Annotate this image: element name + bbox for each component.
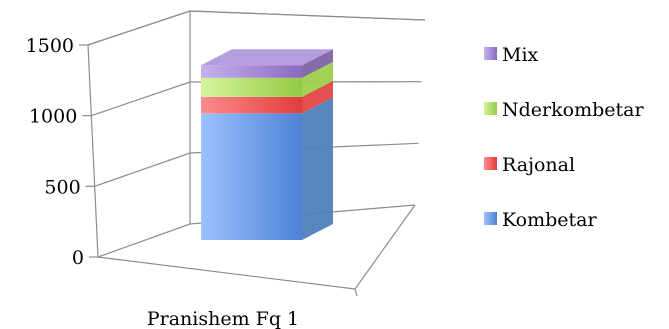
legend: Mix Nderkombetar Rajonal Kombetar [484,44,644,231]
bar-segment-rajonal [201,80,333,114]
y-axis-ticks: 0 500 1000 1500 [26,35,98,269]
legend-item-kombetar: Kombetar [484,209,598,231]
gridline [94,142,419,187]
y-tick-label: 0 [72,247,84,269]
bar-front-kombetar [201,113,302,240]
bar-top-cap [201,49,333,66]
legend-item-rajonal: Rajonal [484,154,575,176]
bar-side-nderkombetar [302,61,333,97]
legend-label: Rajonal [502,154,575,176]
x-category-label: Pranishem Fq 1 [147,308,299,329]
y-tick-label: 500 [44,176,80,198]
bar-segment-kombetar [201,97,333,240]
bar-segment-mix [201,49,333,78]
legend-swatch [484,102,497,115]
legend-item-mix: Mix [484,44,539,66]
legend-swatch [484,157,497,170]
gridlines [87,10,426,187]
gridline [87,10,426,46]
y-tick-label: 1000 [29,106,77,128]
bar-side-mix [302,49,333,78]
bar-segment-nderkombetar [201,61,333,97]
y-tick-label: 1500 [26,35,74,57]
stacked-bar [201,49,333,240]
legend-label: Kombetar [502,209,598,231]
legend-label: Mix [502,44,539,66]
bar-front-nderkombetar [201,77,302,97]
legend-swatch [484,212,497,225]
bar-side-rajonal [302,80,333,114]
gridline [91,81,422,117]
bar-front-mix [201,65,302,78]
legend-item-nderkombetar: Nderkombetar [484,99,644,121]
legend-label: Nderkombetar [502,99,644,121]
bar-front-rajonal [201,96,302,114]
bar-side-kombetar [302,97,333,240]
legend-swatch [484,47,497,60]
x-axis-categories: Pranishem Fq 1 [147,308,299,329]
